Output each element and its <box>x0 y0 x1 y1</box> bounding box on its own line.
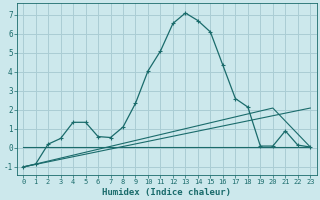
X-axis label: Humidex (Indice chaleur): Humidex (Indice chaleur) <box>102 188 231 197</box>
